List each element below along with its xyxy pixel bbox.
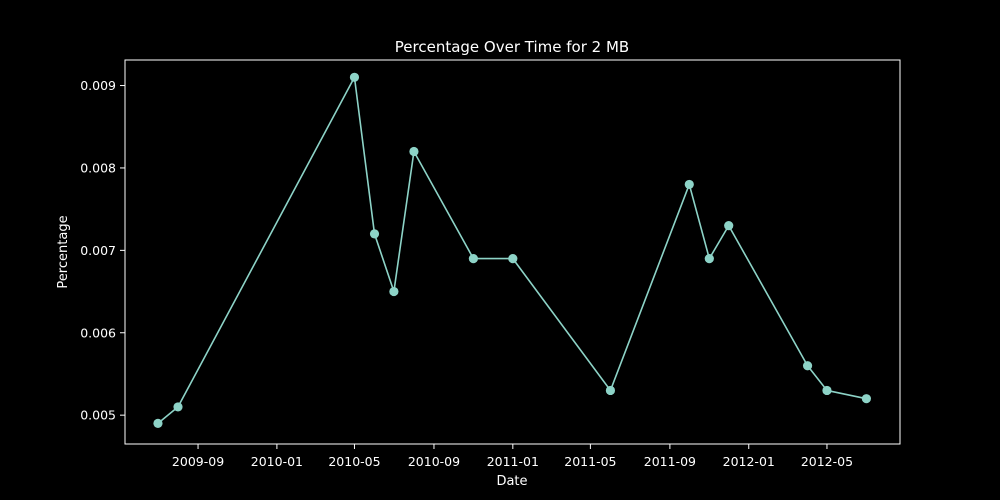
y-tick-label: 0.009 <box>80 78 116 93</box>
x-tick-label: 2009-09 <box>172 454 224 469</box>
x-tick-label: 2012-01 <box>723 454 775 469</box>
data-point <box>409 146 419 157</box>
series-group <box>153 72 871 428</box>
data-point <box>349 72 360 82</box>
data-point <box>861 394 871 404</box>
data-point <box>802 361 813 371</box>
data-point <box>389 286 399 297</box>
data-point <box>684 179 694 190</box>
y-axis-label: Percentage <box>56 215 71 288</box>
y-tick-label: 0.007 <box>80 243 116 258</box>
x-tick-label: 2011-09 <box>644 454 696 469</box>
data-point <box>153 418 163 428</box>
data-point <box>704 253 714 264</box>
y-axis: 0.005 0.006 0.007 0.008 0.009 <box>80 78 125 423</box>
data-point <box>369 229 380 239</box>
data-point <box>173 402 183 412</box>
y-tick-label: 0.008 <box>80 160 116 175</box>
chart-title: Percentage Over Time for 2 MB <box>395 38 629 56</box>
y-tick-label: 0.005 <box>80 408 116 423</box>
x-tick-label: 2010-05 <box>328 454 380 469</box>
x-tick-label: 2011-05 <box>564 454 616 469</box>
y-tick-label: 0.006 <box>80 325 116 340</box>
data-point <box>822 385 832 396</box>
x-tick-label: 2012-05 <box>801 454 853 469</box>
x-axis: 2009-09 2010-01 2010-05 2010-09 2011-01 2011-… <box>172 444 853 469</box>
x-axis-label: Date <box>496 474 527 489</box>
x-tick-label: 2010-01 <box>251 454 303 469</box>
x-tick-label: 2010-09 <box>408 454 460 469</box>
data-point <box>468 253 478 264</box>
data-point <box>724 221 734 231</box>
x-tick-label: 2011-01 <box>487 454 539 469</box>
data-point <box>605 385 616 396</box>
data-point <box>508 253 518 264</box>
